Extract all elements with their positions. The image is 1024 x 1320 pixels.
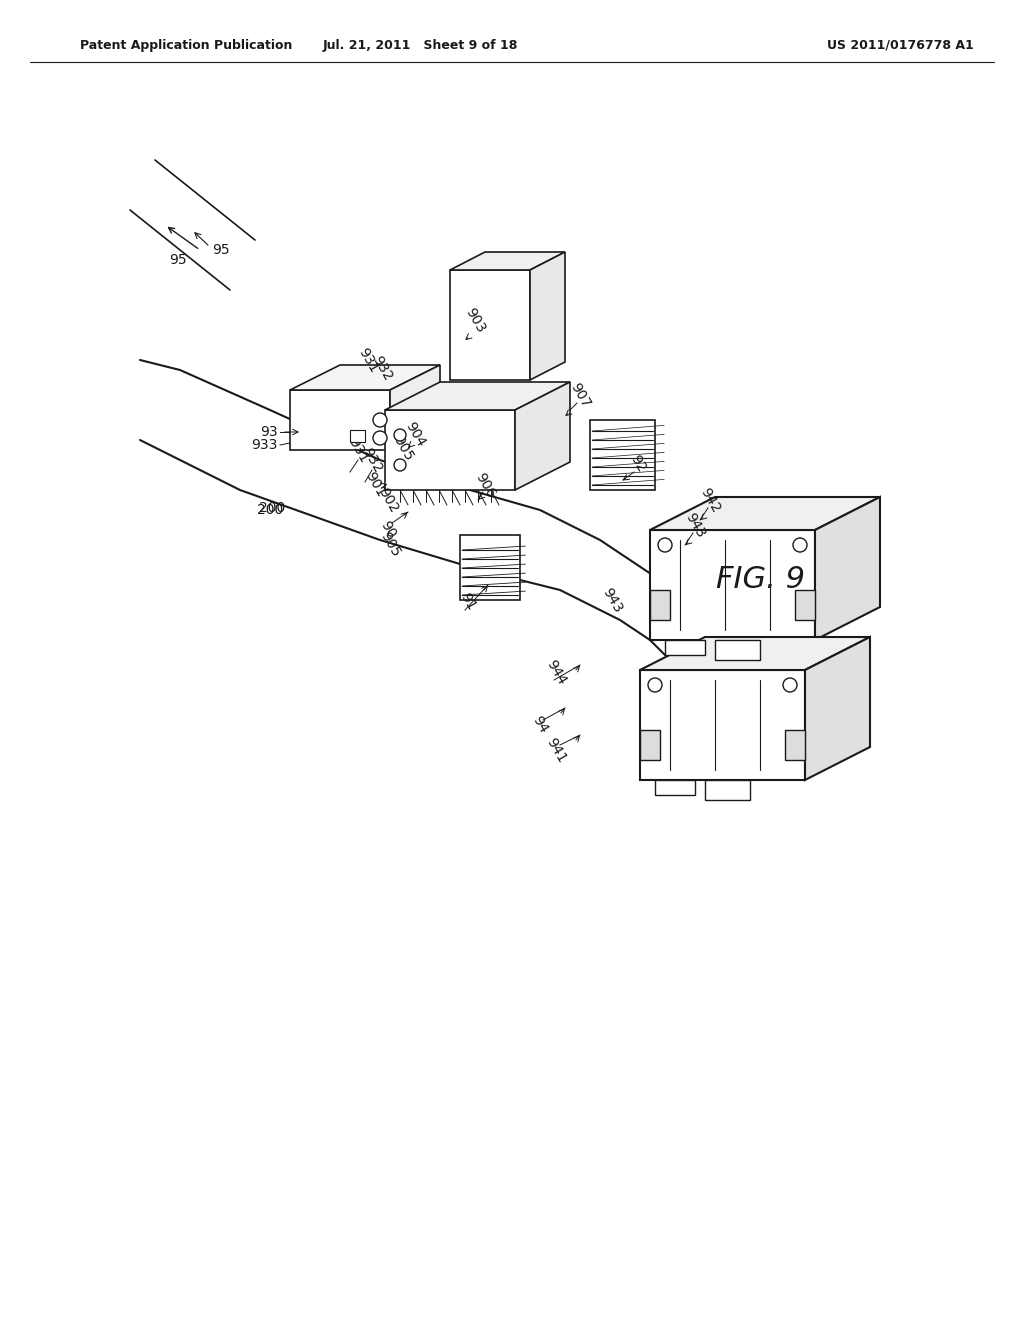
Text: 943: 943 — [682, 510, 708, 540]
Circle shape — [783, 678, 797, 692]
Text: 907: 907 — [567, 380, 593, 411]
Polygon shape — [385, 381, 570, 411]
Text: 92: 92 — [628, 453, 648, 475]
Polygon shape — [650, 498, 880, 531]
Circle shape — [648, 678, 662, 692]
Text: Patent Application Publication: Patent Application Publication — [80, 38, 293, 51]
Circle shape — [373, 432, 387, 445]
Text: 942: 942 — [697, 484, 723, 515]
Text: 932: 932 — [370, 352, 394, 383]
Polygon shape — [655, 780, 695, 795]
Text: 905: 905 — [378, 529, 402, 558]
Text: 200: 200 — [259, 502, 285, 515]
Bar — [310, 405, 345, 430]
Text: 931: 931 — [345, 436, 371, 465]
Circle shape — [394, 459, 406, 471]
Polygon shape — [290, 389, 390, 450]
Text: 90: 90 — [378, 519, 398, 541]
Text: 902: 902 — [376, 484, 400, 515]
Text: 91: 91 — [458, 591, 478, 614]
Text: Jul. 21, 2011   Sheet 9 of 18: Jul. 21, 2011 Sheet 9 of 18 — [323, 38, 518, 51]
Polygon shape — [650, 531, 815, 640]
Text: 931: 931 — [355, 345, 381, 375]
Text: 93: 93 — [260, 425, 278, 440]
Text: 906: 906 — [472, 470, 498, 500]
Circle shape — [394, 429, 406, 441]
Text: 941: 941 — [544, 735, 568, 766]
Text: 933: 933 — [252, 438, 278, 451]
Polygon shape — [640, 671, 805, 780]
Text: 944: 944 — [544, 657, 568, 686]
Polygon shape — [665, 640, 705, 655]
Polygon shape — [640, 730, 660, 760]
Polygon shape — [795, 590, 815, 620]
Text: 95: 95 — [212, 243, 229, 257]
Text: 943: 943 — [599, 585, 625, 615]
Circle shape — [793, 539, 807, 552]
Polygon shape — [815, 498, 880, 640]
Polygon shape — [530, 252, 565, 380]
Polygon shape — [460, 535, 520, 601]
Text: 95: 95 — [169, 253, 186, 267]
Polygon shape — [385, 411, 515, 490]
Text: 905: 905 — [390, 433, 416, 463]
Text: 200: 200 — [257, 503, 283, 517]
Polygon shape — [590, 420, 655, 490]
Text: 903: 903 — [463, 305, 487, 335]
Polygon shape — [450, 252, 565, 271]
Text: 901: 901 — [362, 469, 388, 499]
Polygon shape — [290, 366, 440, 389]
Text: US 2011/0176778 A1: US 2011/0176778 A1 — [826, 38, 974, 51]
Polygon shape — [715, 640, 760, 660]
Circle shape — [658, 539, 672, 552]
Text: 932: 932 — [359, 445, 385, 475]
Text: FIG. 9: FIG. 9 — [716, 565, 805, 594]
Polygon shape — [705, 780, 750, 800]
Polygon shape — [450, 271, 530, 380]
Polygon shape — [785, 730, 805, 760]
Polygon shape — [640, 638, 870, 671]
Polygon shape — [805, 638, 870, 780]
Polygon shape — [350, 430, 365, 442]
Text: 904: 904 — [402, 418, 428, 449]
Polygon shape — [650, 590, 670, 620]
Polygon shape — [390, 366, 440, 450]
Text: 94: 94 — [529, 714, 551, 737]
Circle shape — [373, 413, 387, 426]
Polygon shape — [515, 381, 570, 490]
